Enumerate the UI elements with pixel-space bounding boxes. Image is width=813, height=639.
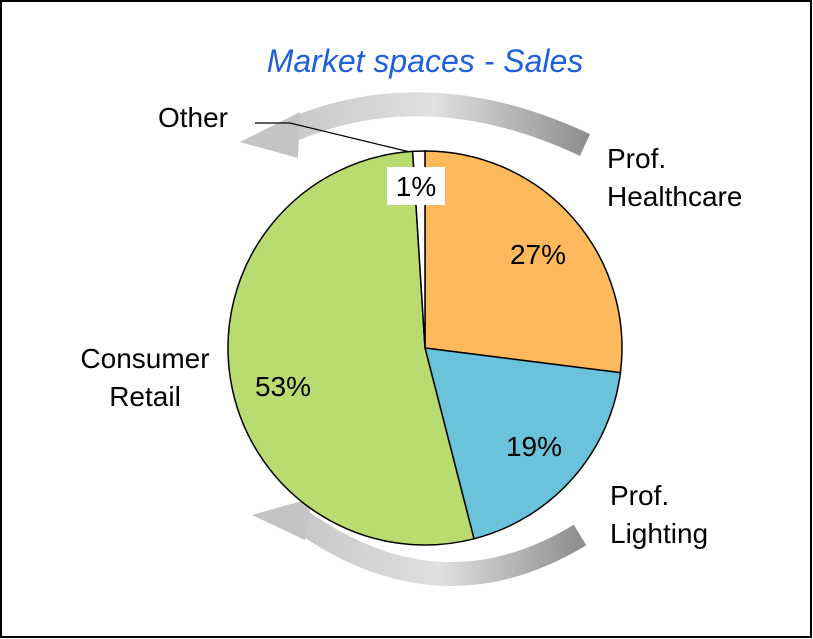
data-label: 19% <box>506 431 562 462</box>
leader-line <box>255 122 411 153</box>
category-label: Prof. Healthcare <box>607 143 743 212</box>
pie-slice <box>423 347 622 540</box>
bottom-arrow <box>252 498 587 587</box>
data-label: 1% <box>396 171 436 202</box>
category-label: Other <box>157 102 228 133</box>
chart-title: Market spaces - Sales <box>267 43 584 79</box>
data-label: 53% <box>255 371 311 402</box>
data-label: 27% <box>510 239 566 270</box>
pie-slice <box>424 150 623 374</box>
pie-slice <box>227 150 475 546</box>
category-label: Consumer Retail <box>80 343 210 412</box>
label-box <box>387 167 445 205</box>
category-label: Prof. Lighting <box>610 480 709 549</box>
